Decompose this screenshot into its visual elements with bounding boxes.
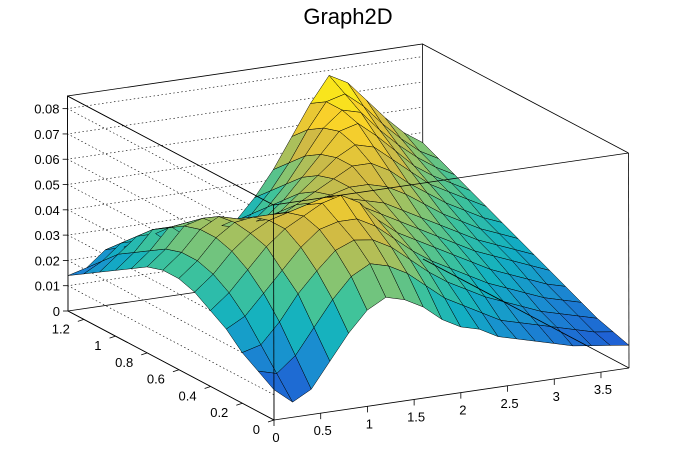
x-axis-ticks: 0 0.5 1 1.5 2 2.5 3 3.5	[272, 372, 612, 445]
x-tick-label: 3.5	[594, 382, 612, 397]
box-edge	[273, 367, 630, 421]
y-tick-mark	[141, 352, 148, 356]
z-grid-line	[66, 81, 423, 244]
box-edge	[422, 43, 629, 154]
z-tick-label: 0.06	[34, 152, 59, 167]
y-tick-mark	[77, 319, 84, 322]
box-edge	[67, 310, 275, 421]
z-tick-label: 0.07	[34, 127, 59, 142]
box-edge	[628, 152, 630, 369]
y-tick-label: 0	[253, 422, 260, 437]
chart-title: Graph2D	[303, 4, 393, 29]
y-tick-label: 0.4	[179, 388, 197, 403]
x-tick-label: 0.5	[314, 423, 332, 438]
y-tick-label: 1.2	[52, 321, 70, 336]
z-tick-label: 0.05	[34, 178, 59, 193]
surface-cell	[593, 331, 630, 346]
y-tick-label: 0.6	[147, 372, 165, 387]
z-tick-label: 0.03	[35, 228, 60, 243]
x-tick-label: 1.5	[407, 409, 425, 424]
x-tick-label: 0	[272, 430, 279, 445]
z-axis-ticks: 0 0.01 0.02 0.03 0.04 0.05 0.06 0.07 0.08	[34, 102, 68, 319]
y-tick-label: 0.8	[115, 355, 133, 370]
x-tick-label: 1	[366, 416, 373, 431]
y-tick-mark	[204, 386, 211, 389]
y-tick-mark	[267, 419, 275, 423]
box-edge	[422, 258, 630, 369]
x-tick-label: 2	[459, 403, 466, 418]
x-tick-label: 2.5	[501, 396, 519, 411]
surface-mesh	[67, 74, 630, 403]
box-edge	[273, 152, 629, 206]
y-tick-mark	[236, 402, 243, 406]
z-tick-label: 0.02	[35, 253, 60, 268]
box-edge	[273, 204, 275, 421]
x-tick-label: 3	[553, 389, 560, 404]
front-box-edges	[67, 43, 630, 421]
y-tick-label: 0.2	[210, 405, 228, 420]
y-tick-mark	[172, 369, 180, 373]
y-tick-label: 1	[94, 338, 101, 353]
y-tick-mark	[109, 335, 116, 339]
z-tick-label: 0	[53, 304, 60, 319]
z-tick-label: 0.01	[35, 279, 60, 294]
z-tick-label: 0.08	[34, 102, 59, 117]
y-axis-ticks: 0 0.2 0.4 0.6 0.8 1 1.2	[52, 319, 275, 437]
z-tick-label: 0.04	[34, 203, 59, 218]
box-edge	[67, 95, 274, 206]
